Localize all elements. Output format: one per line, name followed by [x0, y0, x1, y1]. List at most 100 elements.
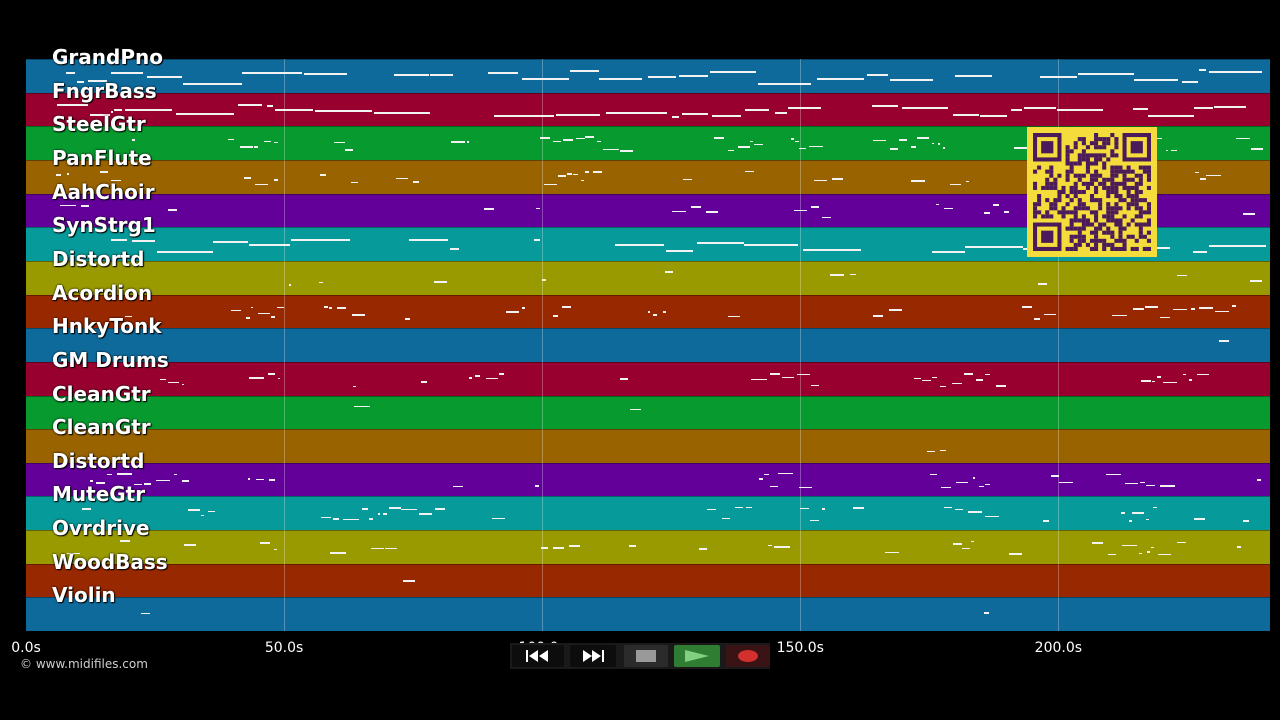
time-gridline: [284, 59, 286, 631]
note: [1146, 518, 1149, 521]
note: [56, 174, 61, 176]
note: [1183, 373, 1186, 376]
note: [1192, 250, 1208, 253]
note: [1250, 148, 1264, 150]
note: [1177, 274, 1187, 277]
note: [116, 473, 132, 475]
note: [619, 150, 634, 152]
note: [334, 141, 345, 144]
note: [1133, 78, 1179, 81]
note: [672, 116, 679, 119]
note: [245, 317, 250, 319]
note: [231, 309, 241, 312]
note: [954, 508, 964, 511]
note: [248, 244, 291, 247]
fast-forward-button[interactable]: [570, 645, 616, 667]
track-name-label: SteelGtr: [52, 112, 146, 137]
note: [333, 518, 339, 520]
note: [256, 478, 264, 481]
note: [269, 479, 276, 481]
note: [1139, 481, 1145, 484]
note: [553, 547, 565, 549]
note: [394, 73, 430, 76]
note: [227, 138, 235, 141]
note: [552, 140, 562, 143]
note: [450, 141, 466, 143]
note: [1242, 213, 1255, 215]
note: [1139, 552, 1142, 555]
note: [1056, 109, 1104, 112]
note: [678, 75, 708, 78]
note: [1038, 283, 1048, 285]
note: [901, 106, 948, 109]
note: [111, 111, 114, 114]
note: [242, 71, 302, 74]
note: [1215, 310, 1230, 313]
play-button[interactable]: [674, 645, 720, 667]
note: [1125, 482, 1138, 485]
note: [483, 208, 494, 210]
note: [377, 513, 381, 515]
rewind-button[interactable]: [512, 645, 564, 667]
note: [113, 109, 123, 112]
note: [418, 513, 432, 515]
note: [568, 545, 581, 547]
note: [985, 483, 991, 486]
note: [964, 373, 974, 375]
note: [1214, 105, 1246, 108]
note: [1132, 108, 1149, 111]
note: [353, 385, 356, 388]
track-lane: [26, 260, 1270, 296]
note: [1003, 211, 1010, 213]
note: [1198, 307, 1214, 309]
note: [597, 140, 601, 143]
note: [753, 143, 763, 146]
note: [65, 72, 75, 75]
note: [433, 281, 447, 283]
note: [144, 483, 152, 485]
note: [542, 279, 547, 281]
note: [213, 240, 248, 243]
note: [1193, 518, 1206, 520]
note: [931, 376, 938, 379]
stop-button[interactable]: [624, 645, 668, 667]
note: [811, 384, 819, 387]
note: [141, 612, 151, 615]
track-name-label: Ovrdrive: [52, 516, 150, 541]
copyright-notice: © www.midifiles.com: [20, 657, 148, 671]
note: [270, 316, 276, 318]
note: [556, 113, 601, 116]
track-lane: [26, 530, 1270, 565]
note: [1237, 546, 1242, 548]
note: [323, 306, 329, 308]
qr-code: [1027, 127, 1157, 257]
note: [648, 75, 677, 78]
note: [200, 514, 205, 517]
note: [889, 79, 933, 82]
track-name-label: Distortd: [52, 448, 145, 473]
track-name-label: Violin: [52, 583, 116, 608]
time-tick-label: 0.0s: [11, 640, 41, 656]
note: [984, 612, 989, 614]
note: [1043, 520, 1049, 522]
note: [315, 110, 372, 113]
note: [385, 547, 397, 550]
note: [534, 238, 541, 241]
note: [949, 183, 961, 186]
note: [156, 479, 171, 482]
note: [1129, 520, 1132, 522]
note: [401, 508, 417, 511]
note: [540, 137, 550, 139]
note: [709, 70, 757, 73]
note: [120, 540, 131, 542]
note: [744, 170, 754, 173]
note: [111, 179, 122, 182]
note: [474, 375, 481, 377]
record-button[interactable]: [726, 645, 770, 667]
note: [368, 518, 374, 520]
note: [926, 450, 936, 453]
note: [157, 250, 214, 253]
note: [1199, 178, 1206, 180]
note: [562, 139, 573, 141]
note: [251, 306, 254, 309]
